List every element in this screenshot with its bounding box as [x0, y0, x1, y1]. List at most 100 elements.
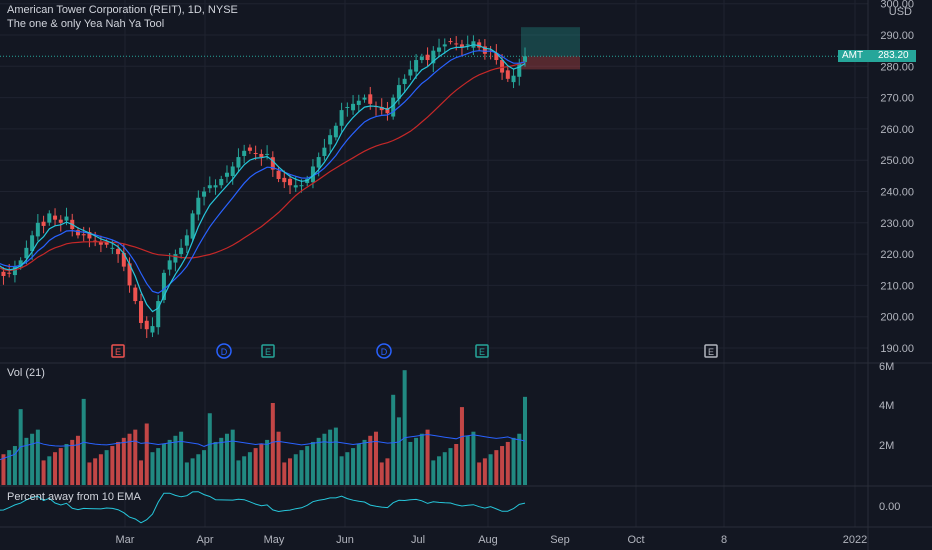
volume-bar — [448, 448, 453, 485]
volume-bar — [465, 435, 470, 485]
volume-bar — [190, 458, 195, 485]
volume-bar — [35, 429, 40, 485]
candle-body — [322, 147, 327, 156]
price-tick-label: 280.00 — [880, 61, 914, 73]
volume-bar — [385, 458, 390, 485]
volume-bar — [316, 437, 321, 485]
volume-bar — [98, 454, 103, 485]
volume-bar — [379, 462, 384, 485]
candle-body — [247, 147, 252, 151]
candle-body — [379, 106, 384, 111]
volume-bar — [505, 441, 510, 485]
candle-body — [391, 97, 396, 117]
time-tick-label: Aug — [478, 534, 498, 546]
volume-bar — [133, 429, 138, 485]
volume-bar — [356, 444, 361, 485]
candle-body — [442, 44, 447, 47]
volume-bar — [236, 460, 241, 485]
volume-bar — [104, 450, 109, 485]
candle-body — [24, 247, 29, 259]
volume-bar — [93, 458, 98, 485]
candle-body — [87, 232, 92, 239]
volume-bar — [24, 437, 29, 485]
position-stop-zone — [521, 56, 580, 70]
volume-bar — [53, 452, 58, 485]
candle-body — [299, 185, 304, 187]
volume-bar — [259, 444, 264, 485]
candle-body — [236, 157, 241, 168]
time-tick-label: Jul — [411, 534, 425, 546]
candle-body — [282, 177, 287, 183]
volume-bar — [477, 462, 482, 485]
candle-body — [35, 222, 40, 237]
price-tick-label: 230.00 — [880, 218, 914, 230]
candle-body — [505, 70, 510, 79]
event-label: D — [381, 347, 388, 357]
volume-bar — [247, 452, 252, 485]
candle-body — [368, 94, 373, 104]
dividend-marker — [216, 343, 232, 359]
volume-bar — [230, 429, 235, 485]
time-tick-label: Oct — [627, 534, 644, 546]
candle-body — [414, 60, 419, 72]
candle-body — [419, 56, 424, 61]
volume-bar — [299, 450, 304, 485]
oscillator-line — [0, 491, 526, 524]
volume-ma-line — [0, 433, 526, 461]
volume-bar — [488, 454, 493, 485]
candle-body — [270, 157, 275, 170]
position-tool[interactable] — [0, 27, 868, 70]
volume-bar — [402, 370, 407, 485]
volume-bar — [408, 441, 413, 485]
volume-bar — [459, 407, 464, 485]
oscillator-tick-label: 0.00 — [879, 501, 900, 513]
time-tick-label: Sep — [550, 534, 570, 546]
candle-body — [190, 213, 195, 239]
volume-bar — [454, 444, 459, 485]
candle-body — [30, 235, 35, 252]
price-tick-label: 270.00 — [880, 93, 914, 105]
candle-body — [431, 50, 436, 64]
earnings-marker — [704, 344, 718, 358]
earnings-marker — [475, 344, 489, 358]
volume-tick-label: 4M — [879, 400, 894, 412]
volume-bar — [224, 433, 229, 485]
candle-body — [465, 44, 470, 46]
volume-bar — [156, 448, 161, 485]
ema-fast-line — [0, 44, 526, 313]
time-tick-label: Mar — [116, 534, 135, 546]
volume-bar — [167, 439, 172, 485]
volume-tick-label: 6M — [879, 361, 894, 373]
candle-body — [150, 326, 155, 333]
volume-bar — [161, 444, 166, 485]
candle-body — [402, 78, 407, 84]
event-label: D — [221, 347, 228, 357]
volume-bar — [414, 437, 419, 485]
volume-bar — [517, 433, 522, 485]
volume-bar — [144, 423, 149, 485]
volume-bar — [431, 460, 436, 485]
candle-body — [207, 185, 212, 189]
volume-bar — [127, 433, 132, 485]
price-tick-label: 210.00 — [880, 280, 914, 292]
volume-bar — [64, 444, 69, 485]
candle-body — [459, 44, 464, 48]
volume-bar — [276, 431, 281, 485]
volume-bar — [219, 437, 224, 485]
candle-body — [517, 63, 522, 77]
volume-bar — [351, 448, 356, 485]
candle-body — [18, 260, 23, 267]
volume-bar — [282, 462, 287, 485]
volume-bar — [70, 439, 75, 485]
candle-body — [328, 135, 333, 145]
volume-bar — [121, 437, 126, 485]
candle-body — [293, 185, 298, 188]
time-tick-label: Jun — [336, 534, 354, 546]
volume-bar — [293, 454, 298, 485]
volume-bar — [202, 450, 207, 485]
time-tick-label: 2022 — [843, 534, 867, 546]
candle-body — [161, 272, 166, 300]
volume-bar — [110, 446, 115, 485]
volume-bar — [288, 458, 293, 485]
